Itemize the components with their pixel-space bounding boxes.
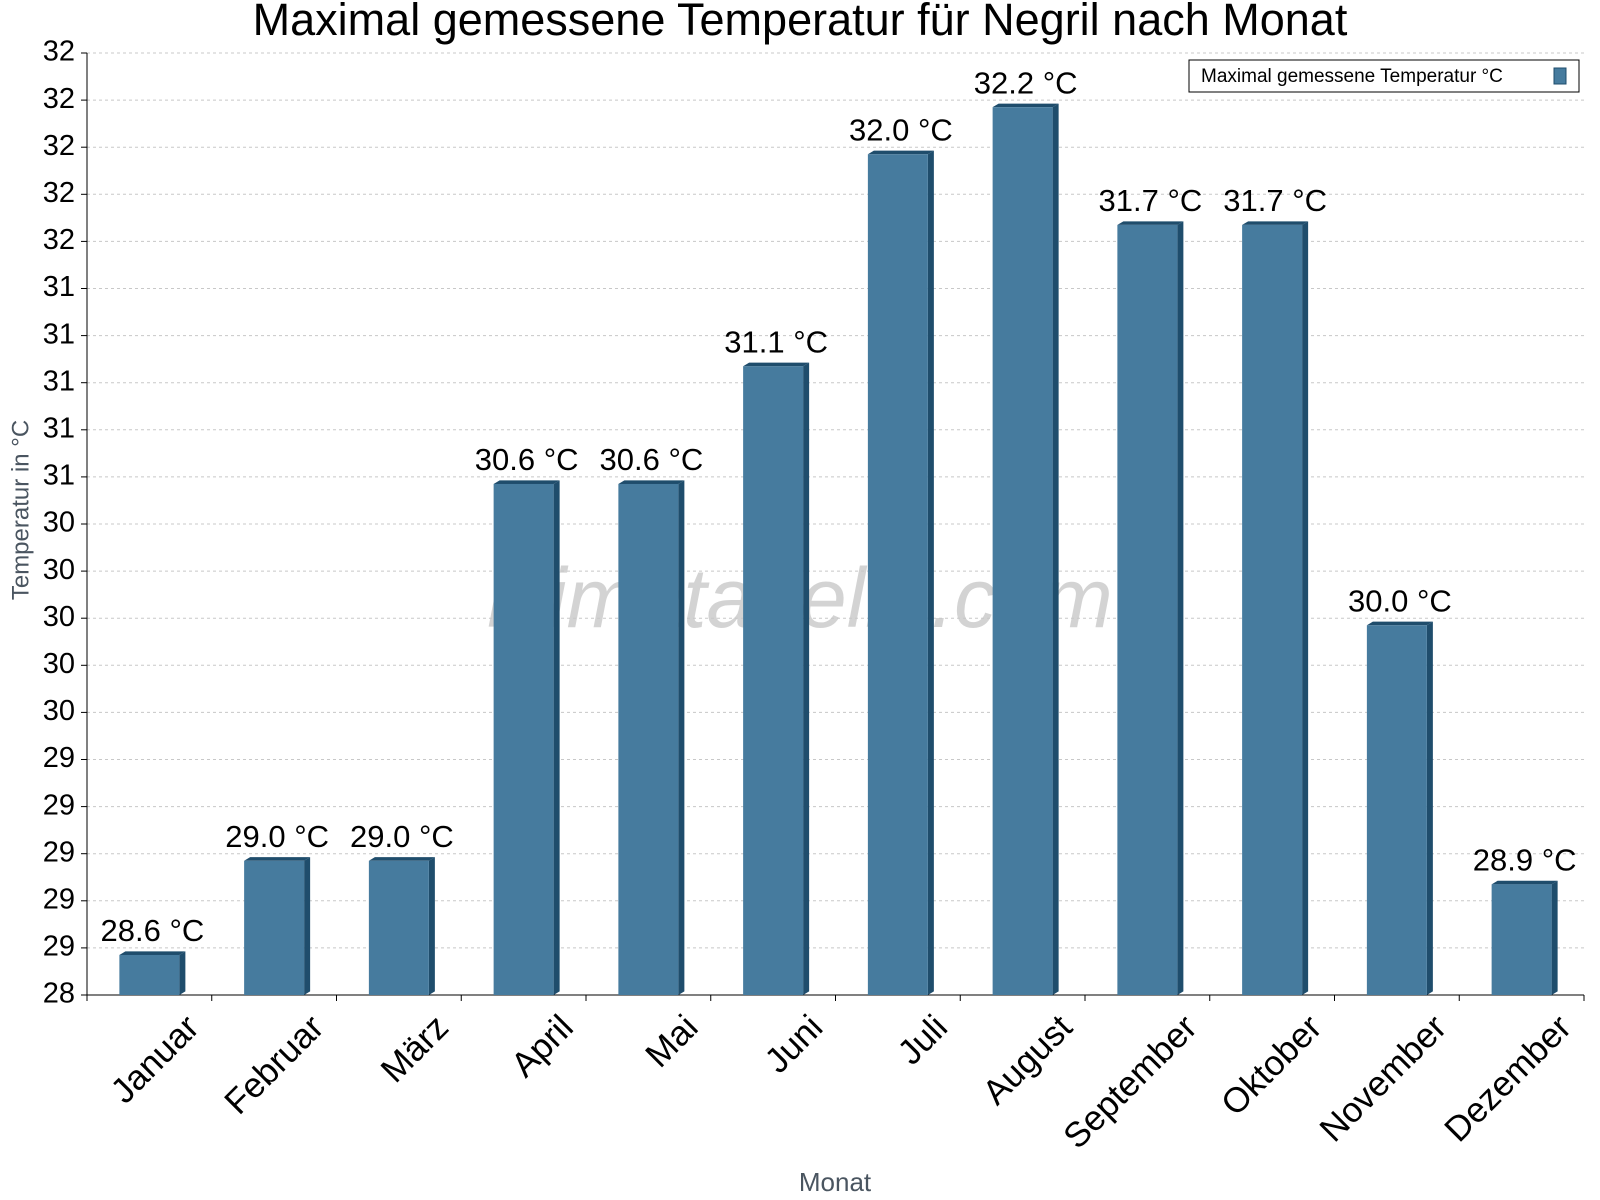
y-tick-label: 30 xyxy=(43,695,75,727)
bar-side xyxy=(428,857,435,995)
y-tick-label: 31 xyxy=(43,318,75,350)
bar-side xyxy=(553,480,560,995)
value-label: 28.9 °C xyxy=(1473,843,1577,878)
bar-front xyxy=(1117,224,1178,996)
bar-front xyxy=(1491,884,1552,995)
bar xyxy=(1491,880,1558,995)
bar-top xyxy=(244,857,311,861)
chart-title: Maximal gemessene Temperatur für Negril … xyxy=(253,0,1348,45)
value-label: 31.7 °C xyxy=(1223,183,1327,218)
bar xyxy=(867,150,934,996)
value-label: 32.2 °C xyxy=(974,65,1078,100)
bar-side xyxy=(1177,221,1184,995)
y-tick-label: 30 xyxy=(43,554,75,586)
bar-side xyxy=(1426,621,1433,995)
bar-top xyxy=(618,480,685,484)
y-tick-label: 32 xyxy=(43,177,75,209)
bar-front xyxy=(743,366,804,996)
bar-side xyxy=(1551,880,1558,995)
bar xyxy=(1117,221,1184,996)
y-axis-label: Temperatur in °C xyxy=(7,420,34,600)
bar-top xyxy=(119,951,186,955)
value-label: 30.0 °C xyxy=(1348,583,1452,618)
y-tick-label: 30 xyxy=(43,601,75,633)
bar-top xyxy=(368,857,435,861)
bar-front xyxy=(368,860,429,995)
y-tick-label: 31 xyxy=(43,460,75,492)
y-tick-label: 32 xyxy=(43,36,75,68)
bar xyxy=(368,857,435,995)
value-label: 30.6 °C xyxy=(600,442,704,477)
bar-side xyxy=(304,857,311,995)
bar-top xyxy=(1242,221,1309,225)
bar-front xyxy=(119,954,180,995)
bar xyxy=(618,480,685,995)
legend-box xyxy=(1188,59,1580,93)
value-label: 30.6 °C xyxy=(475,442,579,477)
bar xyxy=(992,103,1059,996)
bar-top xyxy=(743,362,810,367)
y-tick-label: 30 xyxy=(43,648,75,680)
value-label: 31.1 °C xyxy=(724,324,828,359)
y-tick-label: 31 xyxy=(43,365,75,397)
y-tick-label: 29 xyxy=(43,742,75,774)
bar-side xyxy=(179,951,186,995)
y-tick-label: 29 xyxy=(43,931,75,963)
value-label: 32.0 °C xyxy=(849,112,953,147)
value-label: 28.6 °C xyxy=(101,913,205,948)
bar xyxy=(244,857,311,995)
value-label: 29.0 °C xyxy=(225,819,329,854)
y-tick-label: 29 xyxy=(43,789,75,821)
bar-front xyxy=(493,483,554,995)
bar xyxy=(1366,621,1433,995)
y-tick-label: 31 xyxy=(43,412,75,444)
bar-top xyxy=(493,480,560,484)
bar xyxy=(1242,221,1309,996)
bar-front xyxy=(867,154,928,995)
bar-side xyxy=(927,150,934,996)
bar-front xyxy=(1242,224,1303,996)
bar xyxy=(119,951,186,995)
bar-top xyxy=(1491,880,1558,885)
bar-front xyxy=(618,483,679,995)
value-label: 31.7 °C xyxy=(1099,183,1203,218)
bar-top xyxy=(1366,621,1433,626)
y-tick-label: 32 xyxy=(43,130,75,162)
bar-side xyxy=(803,362,810,995)
bar-side xyxy=(1302,221,1309,995)
bar xyxy=(493,480,560,995)
bar-side xyxy=(1052,103,1059,995)
bar-front xyxy=(992,107,1053,996)
legend-label: Maximal gemessene Temperatur °C xyxy=(1201,66,1503,87)
y-tick-label: 31 xyxy=(43,271,75,303)
bar-top xyxy=(867,150,934,155)
bar-side xyxy=(678,480,685,995)
y-tick-label: 32 xyxy=(43,224,75,256)
y-tick-label: 29 xyxy=(43,836,75,868)
value-label: 29.0 °C xyxy=(350,819,454,854)
bar-front xyxy=(1366,625,1427,995)
y-tick-label: 28 xyxy=(43,978,75,1010)
x-axis-label: Monat xyxy=(799,1167,872,1197)
legend-swatch xyxy=(1553,67,1567,85)
y-tick-label: 30 xyxy=(43,507,75,539)
y-tick-label: 29 xyxy=(43,883,75,915)
y-tick-label: 32 xyxy=(43,83,75,115)
bar-front xyxy=(244,860,305,995)
bar-top xyxy=(1117,221,1184,225)
bar-top xyxy=(992,103,1059,108)
bar xyxy=(743,362,810,996)
